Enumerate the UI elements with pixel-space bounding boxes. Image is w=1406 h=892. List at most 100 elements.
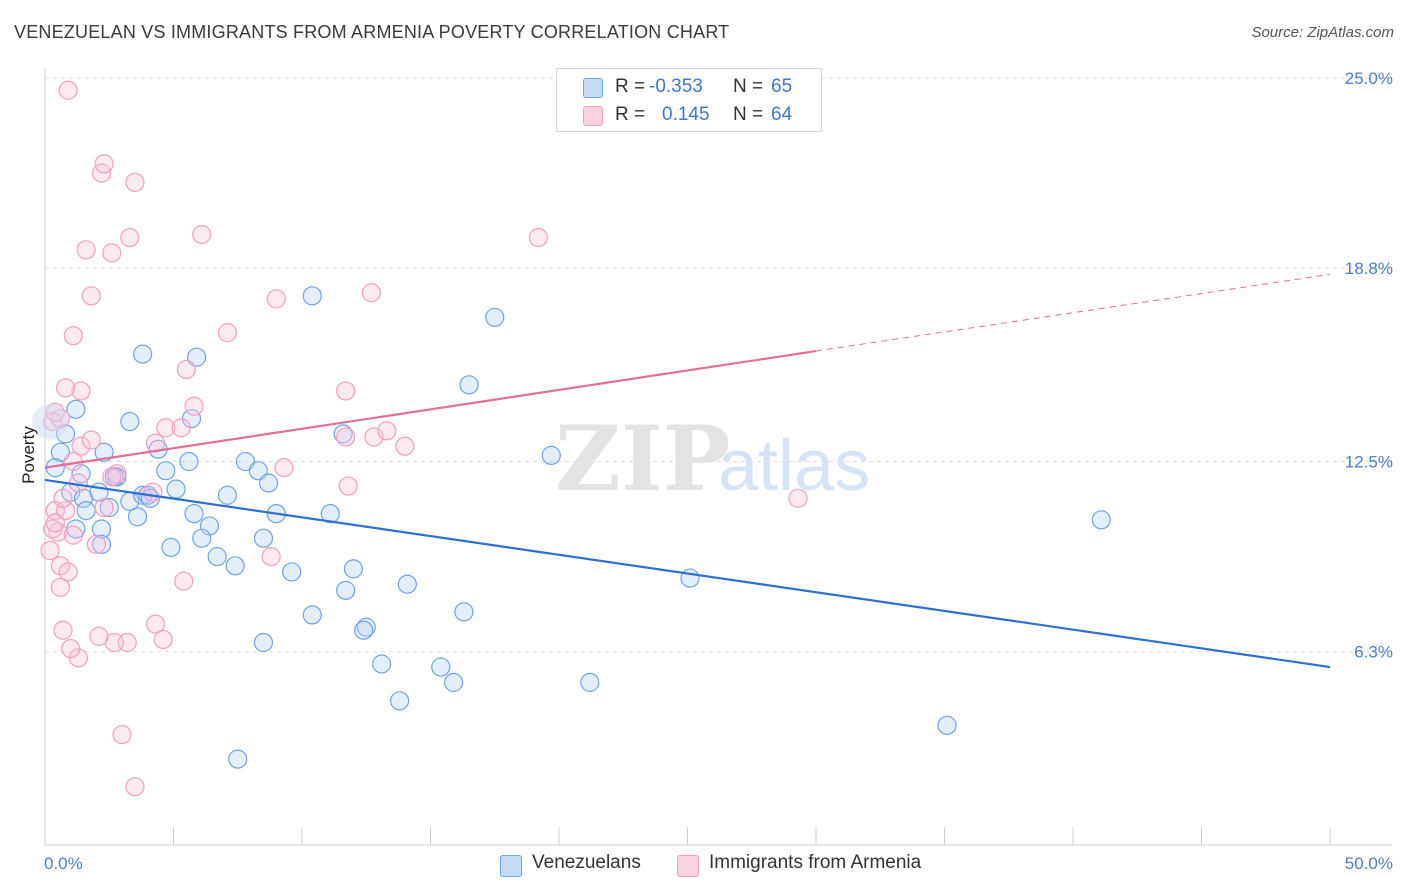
armenia-point xyxy=(125,172,145,192)
armenia-point xyxy=(261,547,281,567)
venezuelan-point xyxy=(372,654,392,674)
armenia-point xyxy=(45,513,65,533)
armenia-trend-line xyxy=(815,273,1331,352)
trend-lines xyxy=(44,273,1331,669)
armenia-point xyxy=(86,534,107,554)
venezuelan-point xyxy=(390,691,410,711)
armenia-point xyxy=(336,427,356,447)
y-tick-label: 6.3% xyxy=(1354,643,1393,662)
armenia-trend-line xyxy=(44,349,817,469)
legend-row-venezuelans: R = -0.353 N = 65 xyxy=(557,73,821,101)
venezuelan-point xyxy=(343,559,363,579)
armenia-point xyxy=(338,476,358,496)
x-tick-label: 50.0% xyxy=(1345,854,1393,873)
armenia-point xyxy=(94,497,114,518)
armenia-point xyxy=(274,458,294,478)
y-tick-label: 18.8% xyxy=(1345,259,1393,278)
venezuelan-point xyxy=(253,528,274,548)
legend-swatch-blue xyxy=(583,78,603,98)
legend-n-value: 64 xyxy=(771,104,793,125)
armenia-point xyxy=(58,80,78,100)
armenia-point xyxy=(788,488,808,508)
venezuelan-point xyxy=(431,657,451,677)
y-axis-label: Poverty xyxy=(19,426,38,484)
venezuelan-point xyxy=(127,507,148,527)
armenia-point xyxy=(361,283,381,303)
venezuelan-point xyxy=(192,528,212,548)
venezuelan-point xyxy=(1091,510,1111,530)
venezuelan-point xyxy=(580,672,600,692)
venezuelan-point xyxy=(937,715,957,735)
venezuelan-point xyxy=(444,672,464,692)
armenia-point xyxy=(50,408,71,429)
venezuelan-point xyxy=(179,451,199,472)
armenia-point xyxy=(53,620,73,640)
venezuelan-point xyxy=(282,562,302,582)
source-label: Source: ZipAtlas.com xyxy=(1251,24,1394,41)
armenia-point xyxy=(153,629,173,650)
armenia-point xyxy=(55,378,76,398)
armenia-point xyxy=(81,430,101,450)
venezuelan-point xyxy=(184,504,204,524)
armenia-point xyxy=(145,433,166,453)
armenia-point xyxy=(53,488,73,508)
correlation-legend: R = -0.353 N = 65 R = 0.145 N = 64 xyxy=(556,68,822,132)
venezuelan-point xyxy=(454,602,474,622)
venezuelan-point xyxy=(459,375,479,395)
venezuelan-point xyxy=(541,445,561,465)
venezuelan-point xyxy=(228,749,248,769)
venezuelan-point xyxy=(166,479,186,499)
venezuelan-point xyxy=(217,485,238,505)
armenia-point xyxy=(176,359,196,380)
armenia-point xyxy=(377,421,397,441)
venezuelan-trend-line xyxy=(44,478,1331,669)
armenia-point xyxy=(55,500,76,521)
armenia-point xyxy=(71,436,91,456)
venezuelan-point xyxy=(356,617,376,637)
legend-n-value: 65 xyxy=(771,76,793,97)
legend-n-label: N = xyxy=(733,104,764,125)
venezuelan-point xyxy=(302,286,322,306)
armenia-point xyxy=(266,289,286,309)
venezuelan-point xyxy=(120,412,140,432)
watermark-zip: ZIP xyxy=(555,406,730,512)
y-tick-label: 25.0% xyxy=(1345,69,1393,88)
cluster-point xyxy=(32,403,69,440)
venezuelan-point xyxy=(680,568,700,588)
venezuelan-point xyxy=(258,473,279,493)
axes xyxy=(44,68,1392,846)
legend-r-value: 0.145 xyxy=(662,104,710,125)
venezuelan-point xyxy=(199,516,220,536)
bottom-swatch-pink xyxy=(677,855,699,877)
venezuelan-point xyxy=(397,574,417,594)
venezuelan-point xyxy=(225,556,245,576)
venezuelan-point xyxy=(187,347,207,367)
bottom-swatch-blue xyxy=(500,855,522,877)
armenia-point xyxy=(145,614,166,634)
venezuelan-point xyxy=(55,424,76,444)
venezuelan-point xyxy=(253,632,274,653)
legend-r-label: R = xyxy=(615,104,646,125)
bottom-legend-label: Venezuelans xyxy=(532,852,641,873)
armenia-point xyxy=(192,224,212,245)
legend-row-armenia: R = 0.145 N = 64 xyxy=(557,101,821,129)
armenia-point xyxy=(63,326,83,346)
armenia-point xyxy=(143,482,163,502)
armenia-point xyxy=(217,323,238,343)
armenia-point xyxy=(71,381,91,401)
venezuelan-point xyxy=(302,605,322,625)
armenia-point xyxy=(107,464,127,484)
armenia-point xyxy=(50,577,71,597)
armenia-point xyxy=(112,724,132,745)
venezuelan-point xyxy=(248,461,268,481)
x-tick-label: 0.0% xyxy=(44,854,83,873)
legend-r-value: -0.353 xyxy=(649,76,703,97)
armenia-point xyxy=(174,571,194,591)
venezuelan-point xyxy=(66,399,86,419)
grid xyxy=(45,77,1392,653)
watermark: ZIP atlas xyxy=(555,406,870,512)
armenia-point xyxy=(58,562,78,582)
venezuelan-point xyxy=(156,461,176,481)
armenia-point xyxy=(184,396,204,416)
armenia-point xyxy=(120,227,140,248)
